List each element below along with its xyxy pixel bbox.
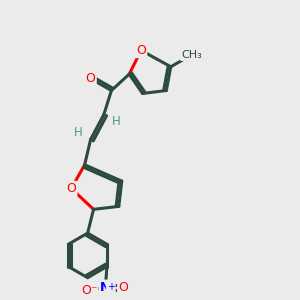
Text: H: H xyxy=(74,126,83,139)
Text: +: + xyxy=(107,282,115,292)
Text: N: N xyxy=(100,281,111,294)
Text: O: O xyxy=(136,44,146,57)
Text: CH₃: CH₃ xyxy=(181,50,202,60)
Text: H: H xyxy=(112,115,120,128)
Text: O: O xyxy=(85,72,95,85)
Text: O: O xyxy=(118,281,128,294)
Text: O: O xyxy=(66,182,76,195)
Text: O⁻: O⁻ xyxy=(81,284,97,297)
